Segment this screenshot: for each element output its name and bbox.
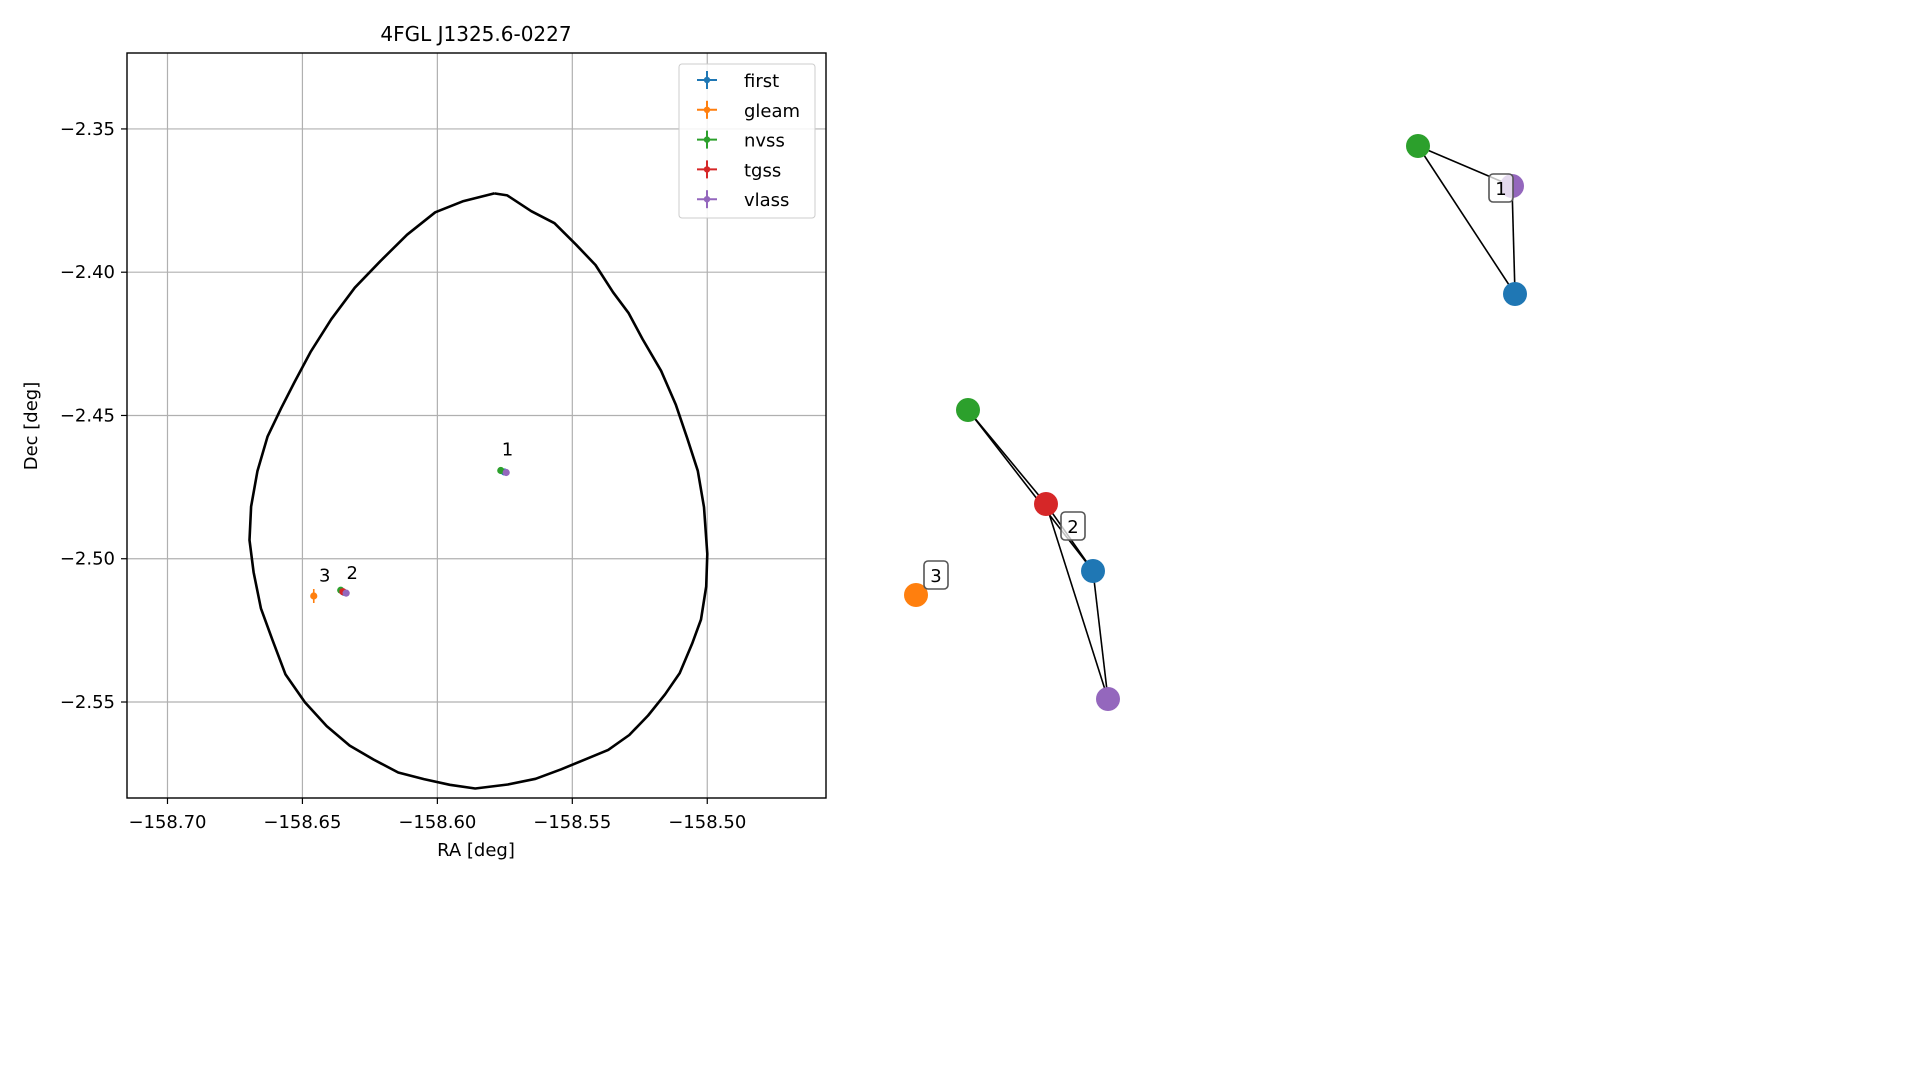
network-node (956, 398, 980, 422)
network-edge (1092, 570, 1109, 700)
error-circle (248, 192, 709, 790)
y-tick-label: −2.35 (60, 119, 115, 140)
data-point-vlass (502, 468, 510, 477)
point-annotations: 1 23 (319, 440, 513, 587)
legend-marker-dot (703, 136, 711, 143)
legend-box (678, 63, 816, 219)
network-label-3: 3 (923, 560, 949, 590)
network-edge (967, 409, 1094, 572)
x-tick-label: −158.55 (533, 812, 611, 833)
network-node (904, 583, 928, 607)
legend-item-vlass: vlass (697, 190, 789, 211)
point-annotation-3: 3 (319, 566, 330, 587)
network-label-box (1488, 173, 1514, 203)
data-point-nvss (497, 466, 505, 475)
legend-item-first: first (697, 71, 779, 92)
legend-item-gleam: gleam (697, 100, 800, 122)
legend-item-nvss: nvss (697, 130, 785, 152)
network-label-1: 1 (1488, 173, 1514, 203)
network-label-box (1060, 511, 1086, 541)
y-tick-label: −2.50 (60, 549, 115, 570)
plot-frame (126, 52, 827, 799)
legend-marker-dot (703, 196, 711, 203)
scatter-panel: 4FGL J1325.6-0227 123 −158.70 −158.65 −158… (21, 22, 827, 861)
network-panel: 1 2 3 (904, 134, 1527, 711)
chart-title: 4FGL J1325.6-0227 (380, 22, 571, 46)
y-tick-label: −2.45 (60, 405, 115, 426)
network-node (1503, 282, 1527, 306)
legend-marker-dot (703, 166, 711, 173)
y-tick-label: −2.55 (60, 692, 115, 713)
y-tick-label: −2.40 (60, 262, 115, 283)
point-marker (502, 468, 510, 477)
x-tick-label: −158.60 (398, 812, 476, 833)
x-tick-label: −158.70 (128, 812, 206, 833)
point-marker (342, 589, 350, 597)
legend-label: nvss (744, 131, 785, 152)
x-tick-label: −158.65 (263, 812, 341, 833)
y-axis-ticks: −2.35 −2.40 −2.45 −2.50 −2.55 (60, 119, 127, 713)
point-marker (310, 592, 318, 600)
network-label-text: 3 (930, 566, 941, 587)
legend-label: gleam (744, 101, 800, 122)
data-point-vlass (342, 589, 350, 597)
network-node (1034, 492, 1058, 516)
data-point-gleam (310, 588, 318, 603)
legend-marker-dot (703, 106, 711, 114)
legend-item-tgss: tgss (697, 160, 781, 181)
point-annotation-1: 1 (502, 440, 513, 461)
legend-marker-dot (703, 76, 711, 84)
legend: first gleam nvss tgss vlass (678, 63, 816, 219)
network-node (1406, 134, 1430, 158)
network-edge (1511, 185, 1516, 295)
network-node (1081, 559, 1105, 583)
network-label-2: 2 (1060, 511, 1086, 541)
network-label-text: 1 (1495, 179, 1506, 200)
grid-lines (127, 53, 826, 798)
legend-label: tgss (744, 160, 781, 181)
x-tick-label: −158.50 (668, 812, 746, 833)
network-label-box (923, 560, 949, 590)
network-labels: 1 2 3 (923, 173, 1514, 590)
circle-layer (248, 192, 709, 790)
x-axis-label: RA [deg] (437, 840, 515, 861)
legend-label: first (744, 71, 779, 92)
data-marks (310, 466, 510, 603)
y-axis-label: Dec [deg] (21, 382, 42, 471)
x-axis-ticks: −158.70 −158.65 −158.60 −158.55 −158.50 (128, 798, 746, 833)
network-node (1096, 687, 1120, 711)
network-label-text: 2 (1067, 517, 1078, 538)
point-annotation-2: 2 (347, 563, 358, 584)
legend-label: vlass (744, 190, 789, 211)
network-edge (1417, 145, 1516, 295)
network-edge (1045, 503, 1109, 700)
point-marker (497, 466, 505, 475)
